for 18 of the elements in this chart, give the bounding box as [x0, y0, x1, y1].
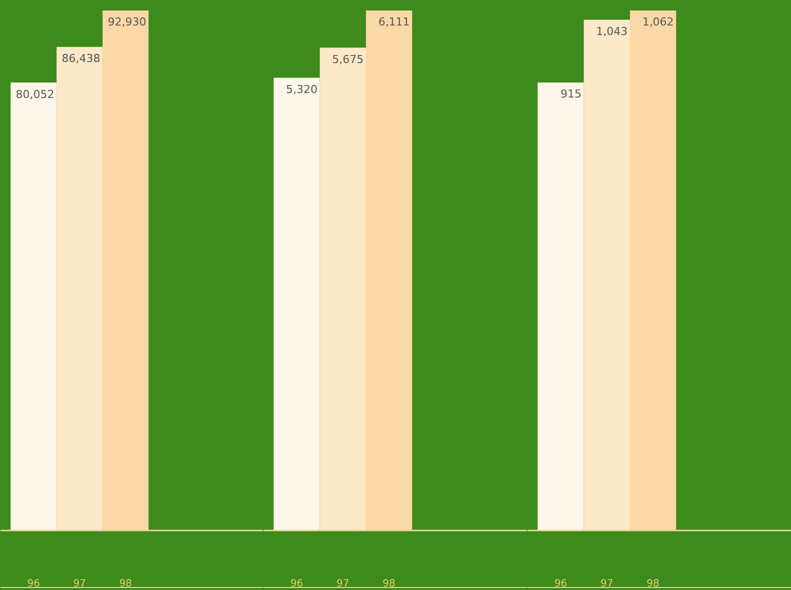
data-label: 92,930	[108, 16, 146, 29]
x-tick-label: 96	[290, 578, 304, 590]
data-label: 86,438	[62, 52, 100, 66]
data-label: 5,675	[332, 52, 364, 66]
x-tick-label: 98	[119, 578, 132, 590]
x-tick-label: 98	[382, 578, 396, 590]
data-label: 80,052	[16, 88, 54, 101]
data-label: 1,043	[596, 25, 628, 38]
x-tick-label: 96	[27, 578, 40, 590]
data-label: 915	[560, 88, 582, 101]
data-label: 5,320	[286, 83, 318, 96]
x-tick-label: 97	[73, 578, 86, 590]
x-tick-label: 97	[600, 578, 614, 590]
x-tick-label: 96	[554, 578, 568, 590]
x-tick-label: 98	[646, 578, 660, 590]
x-tick-label: 97	[336, 578, 350, 590]
data-label: 6,111	[378, 16, 410, 29]
data-label: 1,062	[642, 16, 674, 29]
